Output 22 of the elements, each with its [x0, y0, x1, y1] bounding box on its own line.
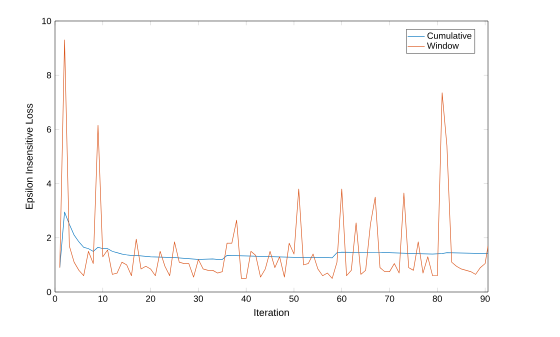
y-axis-title: Epsilon Insensitive Loss [25, 104, 35, 209]
x-tick-label: 30 [194, 296, 204, 302]
y-tick-label: 0 [46, 288, 52, 296]
y-tick-label: 8 [46, 72, 52, 78]
x-axis-title: Iteration [254, 308, 289, 316]
x-tick-label: 40 [241, 296, 251, 302]
x-tick-label: 80 [432, 296, 442, 302]
line-series [59, 40, 488, 279]
x-tick-label: 0 [52, 296, 58, 302]
legend-label: Cumulative [427, 32, 472, 39]
y-tick-label: 4 [46, 180, 52, 187]
x-tick-label: 90 [480, 296, 490, 302]
x-tick-label: 50 [289, 296, 299, 302]
x-tick-label: 60 [337, 296, 346, 302]
y-tick-label: 6 [46, 126, 52, 133]
legend-label: Window [427, 42, 459, 49]
x-tick-label: 70 [385, 296, 394, 302]
y-tick-label: 2 [46, 234, 52, 241]
y-tick-label: 10 [42, 18, 52, 24]
x-tick-label: 10 [98, 296, 108, 302]
x-tick-label: 20 [146, 296, 156, 302]
line-series [59, 212, 488, 268]
